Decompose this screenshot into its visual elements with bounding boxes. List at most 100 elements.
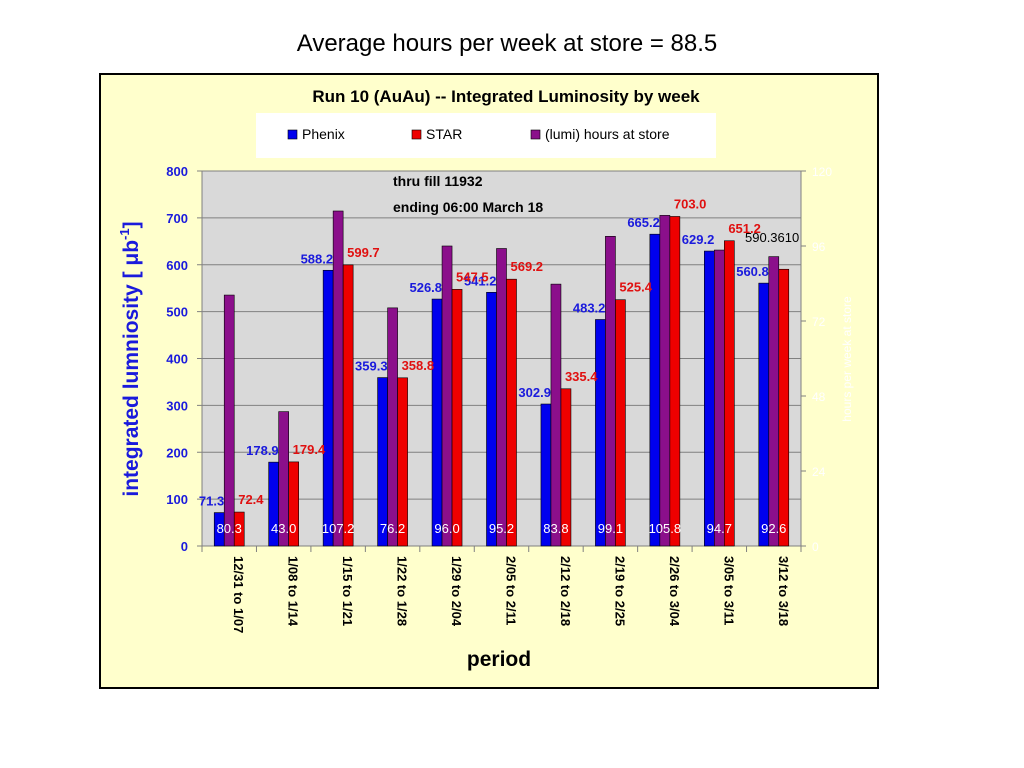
data-label-phenix: 526.8	[409, 280, 442, 295]
data-label-lumi-hours-at-store: 107.2	[322, 521, 355, 536]
data-label-phenix: 588.2	[301, 251, 334, 266]
bar-lumi-hours-at-store	[714, 249, 725, 547]
data-labels: 71.3 178.9 588.2 359.3 526.8 541.2 302.9 483.2 6…	[199, 196, 787, 536]
legend: Phenix STAR (lumi) hours at store	[256, 113, 716, 158]
x-tick-label: 1/08 to 1/14	[286, 556, 301, 627]
data-label-phenix: 541.2	[464, 273, 497, 288]
x-tick-label: 2/26 to 3/04	[667, 556, 682, 627]
annotation-line-2: ending 06:00 March 18	[393, 199, 543, 215]
data-label-phenix: 665.2	[627, 215, 660, 230]
x-tick-label: 3/05 to 3/11	[721, 556, 736, 625]
bar-star	[506, 278, 517, 547]
bar-phenix	[486, 292, 497, 547]
bar-star	[560, 388, 572, 547]
y-tick-label: 500	[166, 305, 188, 320]
data-label-star: 651.2	[728, 221, 761, 236]
data-label-lumi-hours-at-store: 95.2	[489, 521, 514, 536]
bar-phenix	[704, 250, 715, 547]
x-axis-title: period	[467, 648, 531, 671]
y-tick-label: 400	[166, 352, 188, 367]
bar-star	[778, 268, 790, 547]
y-tick-label: 800	[166, 164, 188, 179]
bars	[213, 210, 790, 547]
data-label-phenix: 560.8	[736, 264, 769, 279]
data-label-star: 569.2	[511, 259, 544, 274]
page-title: Average hours per week at store = 88.5	[296, 30, 718, 57]
legend-swatch	[287, 129, 298, 140]
bar-lumi-hours-at-store	[332, 210, 344, 547]
bar-star	[233, 511, 245, 547]
data-label-phenix: 629.2	[682, 232, 715, 247]
data-label-star: 599.7	[347, 245, 380, 260]
y2-tick-label: 0	[812, 540, 819, 554]
luminosity-chart: 0 100 200 300 400 500 600 700 800 0 24 48 72 96 120 12/…	[117, 87, 854, 671]
legend-label: Phenix	[302, 126, 345, 142]
data-label-lumi-hours-at-store: 105.8	[649, 521, 682, 536]
legend-swatch	[411, 129, 422, 140]
y2-tick-label: 72	[812, 315, 826, 329]
data-label-star: 547.5	[456, 269, 489, 284]
y-tick-label: 700	[166, 211, 188, 226]
data-label-phenix: 483.2	[573, 301, 606, 316]
data-label-lumi-hours-at-store: 99.1	[598, 521, 623, 536]
y2-axis-title: hours per week at store	[840, 296, 854, 422]
bar-lumi-hours-at-store	[387, 307, 398, 547]
y-tick-label: 300	[166, 398, 188, 413]
bar-star	[724, 240, 735, 547]
x-tick-label: 2/12 to 2/18	[558, 556, 573, 626]
data-label-star: 179.4	[293, 442, 326, 457]
bar-phenix	[758, 282, 770, 547]
bar-star	[342, 264, 354, 547]
bar-star	[669, 216, 681, 547]
bar-phenix	[431, 298, 443, 547]
annotation-line-1: thru fill 11932	[393, 173, 483, 189]
data-label-phenix: 359.3	[355, 359, 388, 374]
bar-star	[397, 377, 408, 547]
bar-star	[615, 299, 626, 547]
x-tick-label: 1/29 to 2/04	[449, 556, 464, 627]
data-label-star: 525.4	[619, 280, 652, 295]
y-tick-label: 600	[166, 258, 188, 273]
y-axis-title: integrated lumniosity [ μb-1]	[117, 221, 143, 496]
legend-label: (lumi) hours at store	[545, 126, 670, 142]
data-label-lumi-hours-at-store: 80.3	[217, 521, 242, 536]
bar-lumi-hours-at-store	[223, 294, 235, 547]
data-label-phenix: 178.9	[246, 443, 279, 458]
data-label-star: 335.4	[565, 369, 598, 384]
bar-lumi-hours-at-store	[496, 248, 507, 547]
bar-star	[288, 461, 299, 547]
data-label-lumi-hours-at-store: 94.7	[707, 521, 732, 536]
bar-star	[451, 289, 463, 547]
legend-swatch	[530, 129, 541, 140]
data-label-lumi-hours-at-store: 43.0	[271, 521, 296, 536]
y2-tick-label: 24	[812, 465, 826, 479]
data-label-star: 703.0	[674, 196, 707, 211]
data-label-lumi-hours-at-store: 92.6	[761, 521, 786, 536]
extra-label: 590.3610	[745, 230, 799, 245]
axes: 0 100 200 300 400 500 600 700 800 0 24 48 72 96 120 12/…	[166, 164, 832, 633]
data-label-lumi-hours-at-store: 96.0	[434, 521, 459, 536]
data-label-star: 358.8	[402, 358, 435, 373]
chart-panel: 0 100 200 300 400 500 600 700 800 0 24 48 72 96 120 12/…	[99, 73, 879, 689]
x-tick-label: 2/05 to 2/11	[504, 556, 519, 625]
bar-phenix	[322, 269, 334, 547]
y2-tick-label: 96	[812, 240, 826, 254]
data-label-phenix: 302.9	[518, 385, 551, 400]
x-tick-label: 1/15 to 1/21	[340, 556, 355, 626]
y2-tick-label: 120	[812, 165, 832, 179]
data-label-star: 72.4	[238, 492, 264, 507]
bar-lumi-hours-at-store	[550, 283, 562, 547]
data-label-lumi-hours-at-store: 83.8	[543, 521, 568, 536]
legend-label: STAR	[426, 126, 462, 142]
bar-lumi-hours-at-store	[768, 256, 780, 547]
y-tick-label: 100	[166, 492, 188, 507]
y-tick-label: 0	[181, 539, 188, 554]
data-label-phenix: 71.3	[199, 494, 224, 509]
chart-title: Run 10 (AuAu) -- Integrated Luminosity b…	[312, 87, 700, 106]
x-tick-label: 2/19 to 2/25	[612, 556, 627, 626]
y-tick-label: 200	[166, 445, 188, 460]
x-tick-label: 1/22 to 1/28	[395, 556, 410, 626]
bar-lumi-hours-at-store	[441, 245, 453, 547]
x-tick-label: 3/12 to 3/18	[776, 556, 791, 626]
y2-tick-label: 48	[812, 390, 826, 404]
